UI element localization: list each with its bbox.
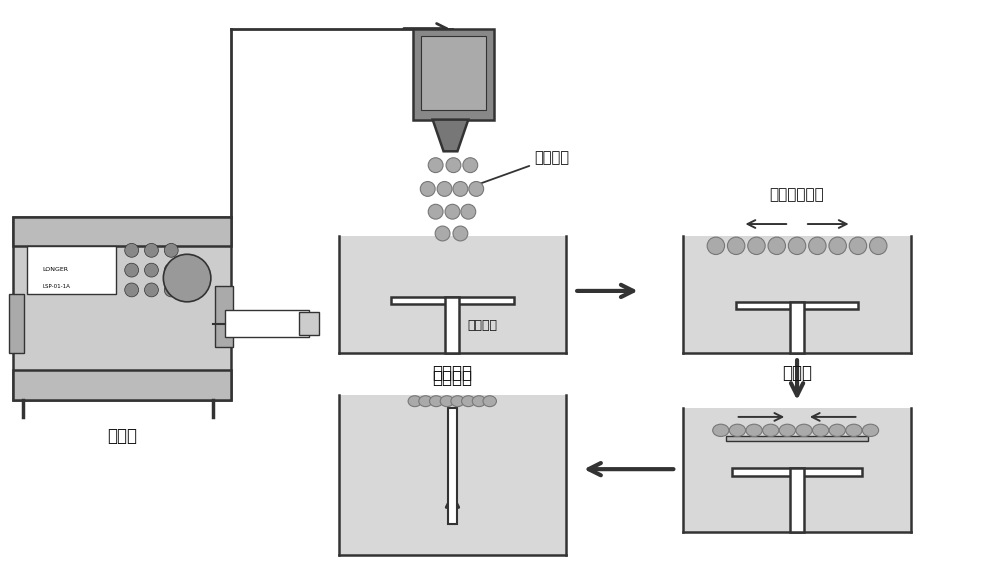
Circle shape [463, 158, 478, 173]
Bar [225, 310, 309, 337]
Bar [391, 297, 514, 305]
Bar [732, 469, 862, 476]
Circle shape [125, 283, 139, 297]
Circle shape [809, 237, 826, 255]
Bar [448, 408, 457, 524]
Circle shape [748, 237, 765, 255]
Ellipse shape [713, 424, 729, 436]
Ellipse shape [763, 424, 779, 436]
Bar [339, 395, 566, 555]
Circle shape [727, 237, 745, 255]
Text: LONGER: LONGER [43, 267, 69, 272]
Bar [215, 286, 233, 348]
Circle shape [145, 243, 158, 258]
Circle shape [435, 226, 450, 241]
Circle shape [125, 243, 139, 258]
Circle shape [164, 243, 178, 258]
Bar [683, 408, 911, 531]
Polygon shape [433, 119, 468, 151]
Text: 自组装: 自组装 [782, 364, 812, 382]
Bar [445, 297, 459, 353]
Circle shape [445, 204, 460, 219]
Text: 去离子水: 去离子水 [467, 319, 497, 332]
Bar [790, 469, 804, 531]
Ellipse shape [746, 424, 762, 436]
Circle shape [829, 237, 846, 255]
Ellipse shape [796, 424, 812, 436]
Bar [299, 312, 319, 336]
Ellipse shape [729, 424, 746, 436]
Circle shape [469, 182, 484, 196]
Bar [27, 246, 116, 294]
Circle shape [788, 237, 806, 255]
Bar [736, 302, 858, 309]
Ellipse shape [829, 424, 845, 436]
Text: 马兰戈尼效应: 马兰戈尼效应 [770, 187, 824, 203]
Bar [13, 217, 231, 400]
Ellipse shape [408, 396, 422, 406]
Circle shape [453, 182, 468, 196]
Circle shape [145, 263, 158, 277]
Circle shape [461, 204, 476, 219]
Circle shape [164, 283, 178, 297]
Ellipse shape [779, 424, 795, 436]
Ellipse shape [472, 396, 486, 406]
Circle shape [768, 237, 785, 255]
Circle shape [145, 283, 158, 297]
Bar [790, 302, 804, 353]
Circle shape [849, 237, 867, 255]
Bar [413, 28, 494, 119]
Bar [421, 36, 486, 110]
Ellipse shape [813, 424, 829, 436]
Bar [9, 294, 24, 353]
Text: 抬升基板: 抬升基板 [432, 364, 472, 382]
Bar [683, 237, 911, 353]
Circle shape [125, 263, 139, 277]
Circle shape [870, 237, 887, 255]
Text: 注射泵: 注射泵 [107, 427, 137, 445]
Circle shape [437, 182, 452, 196]
Text: LSP-01-1A: LSP-01-1A [43, 285, 70, 289]
Circle shape [428, 204, 443, 219]
Text: 超声喷雾: 超声喷雾 [470, 150, 570, 188]
Ellipse shape [846, 424, 862, 436]
Ellipse shape [429, 396, 443, 406]
Circle shape [446, 158, 461, 173]
Circle shape [707, 237, 725, 255]
Bar [13, 217, 231, 246]
Circle shape [428, 158, 443, 173]
Ellipse shape [862, 424, 879, 436]
Ellipse shape [483, 396, 496, 406]
Ellipse shape [440, 396, 454, 406]
Circle shape [164, 263, 178, 277]
Ellipse shape [462, 396, 475, 406]
Bar [339, 237, 566, 353]
Circle shape [163, 254, 211, 302]
Bar [726, 436, 868, 441]
Bar [13, 370, 231, 400]
Circle shape [420, 182, 435, 196]
Text: 缓慢自转: 缓慢自转 [432, 369, 472, 387]
Circle shape [453, 226, 468, 241]
Ellipse shape [419, 396, 432, 406]
Ellipse shape [451, 396, 464, 406]
